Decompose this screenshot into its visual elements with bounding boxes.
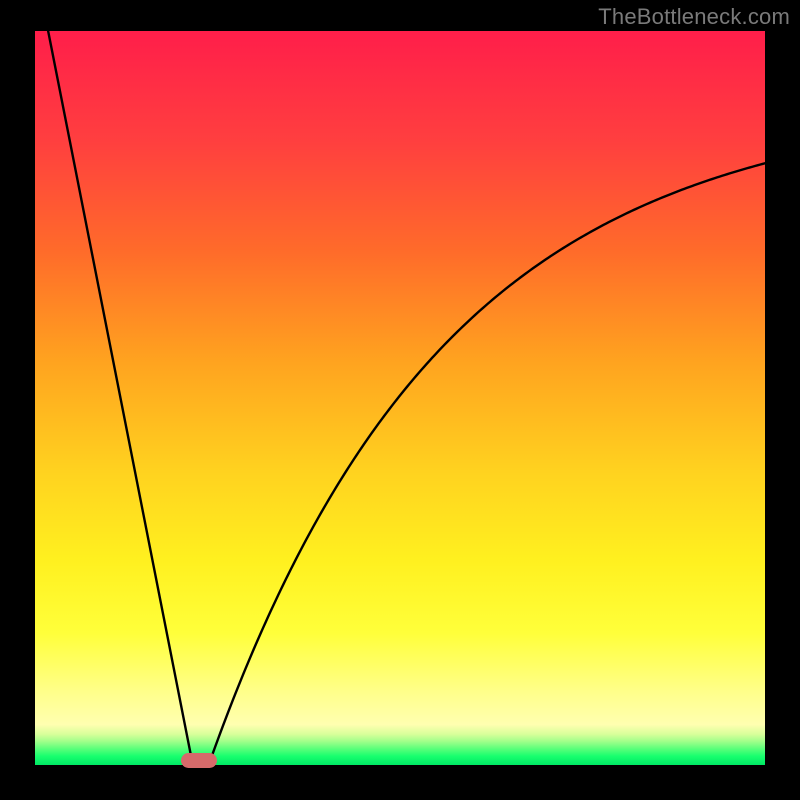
bottleneck-curve (48, 31, 765, 761)
minimum-marker (181, 753, 217, 768)
chart-container: TheBottleneck.com (0, 0, 800, 800)
plot-area (35, 31, 765, 765)
curve-svg (35, 31, 765, 765)
watermark-text: TheBottleneck.com (598, 4, 790, 30)
